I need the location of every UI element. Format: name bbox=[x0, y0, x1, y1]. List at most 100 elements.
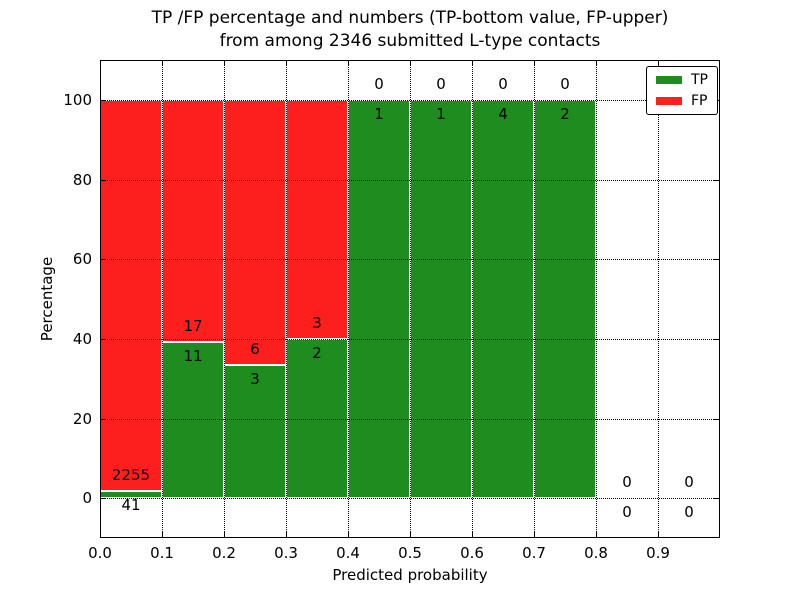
tp-bar bbox=[162, 341, 224, 499]
x-tick bbox=[286, 532, 287, 537]
x-axis-label: Predicted probability bbox=[332, 566, 488, 584]
x-tick bbox=[162, 61, 163, 66]
tp-count-label: 1 bbox=[436, 104, 446, 123]
gridline-x bbox=[224, 60, 225, 538]
legend-item-tp: TP bbox=[656, 73, 708, 87]
gridline-x bbox=[286, 60, 287, 538]
chart-title-line1: TP /FP percentage and numbers (TP-bottom… bbox=[151, 8, 669, 28]
tp-count-label: 11 bbox=[183, 346, 203, 365]
x-tick bbox=[472, 61, 473, 66]
x-tick-label: 0.7 bbox=[522, 544, 546, 562]
fp-count-label: 6 bbox=[250, 340, 260, 359]
tp-count-label: 0 bbox=[684, 503, 694, 522]
tp-bar bbox=[348, 99, 410, 499]
y-tick-label: 60 bbox=[72, 250, 92, 269]
fp-count-label: 17 bbox=[183, 316, 203, 335]
x-tick bbox=[286, 61, 287, 66]
y-tick bbox=[101, 498, 106, 500]
tp-bar bbox=[472, 99, 534, 499]
legend-item-fp: FP bbox=[656, 94, 708, 108]
tp-count-label: 4 bbox=[498, 104, 508, 123]
tp-bar bbox=[534, 99, 596, 499]
x-tick bbox=[596, 532, 597, 537]
fp-count-label: 2255 bbox=[111, 466, 151, 485]
x-tick bbox=[100, 532, 101, 537]
fp-color-swatch bbox=[656, 97, 682, 105]
y-tick-label: 0 bbox=[82, 489, 92, 508]
gridline-x bbox=[534, 60, 535, 538]
x-tick bbox=[410, 61, 411, 66]
fp-count-label: 0 bbox=[374, 74, 384, 93]
tp-count-label: 3 bbox=[250, 370, 260, 389]
y-tick bbox=[101, 418, 106, 420]
legend: TP FP bbox=[646, 66, 718, 115]
x-tick bbox=[348, 61, 349, 66]
x-tick bbox=[658, 61, 659, 66]
x-tick bbox=[100, 61, 101, 66]
legend-label-tp: TP bbox=[691, 72, 708, 88]
x-tick bbox=[348, 532, 349, 537]
tp-count-label: 0 bbox=[622, 503, 632, 522]
gridline-x bbox=[472, 60, 473, 538]
gridline-x bbox=[348, 60, 349, 538]
x-tick-label: 0.1 bbox=[150, 544, 174, 562]
tp-count-label: 41 bbox=[121, 495, 141, 514]
y-tick-label: 100 bbox=[63, 90, 92, 109]
fp-count-label: 0 bbox=[684, 473, 694, 492]
y-tick bbox=[714, 179, 719, 181]
x-tick-label: 0.8 bbox=[584, 544, 608, 562]
gridline-x bbox=[596, 60, 597, 538]
y-tick-label: 20 bbox=[72, 409, 92, 428]
tp-bar bbox=[224, 365, 286, 499]
tp-count-label: 2 bbox=[560, 104, 570, 123]
legend-label-fp: FP bbox=[691, 93, 708, 109]
y-tick bbox=[714, 338, 719, 340]
y-tick bbox=[101, 338, 106, 340]
x-tick-label: 0.0 bbox=[88, 544, 112, 562]
y-tick bbox=[714, 418, 719, 420]
x-tick-label: 0.2 bbox=[212, 544, 236, 562]
gridline-x bbox=[162, 60, 163, 538]
x-tick bbox=[534, 532, 535, 537]
chart-title-line2: from among 2346 submitted L-type contact… bbox=[219, 31, 601, 51]
x-tick bbox=[596, 61, 597, 66]
tp-bar bbox=[286, 338, 348, 499]
y-tick bbox=[101, 179, 106, 181]
gridline-x bbox=[410, 60, 411, 538]
tp-bar bbox=[410, 99, 472, 499]
x-tick-label: 0.6 bbox=[460, 544, 484, 562]
y-axis-label: Percentage bbox=[38, 256, 56, 342]
y-tick bbox=[714, 498, 719, 500]
fp-bar bbox=[100, 99, 162, 492]
x-tick-label: 0.5 bbox=[398, 544, 422, 562]
x-tick bbox=[472, 532, 473, 537]
fp-count-label: 3 bbox=[312, 313, 322, 332]
y-tick bbox=[714, 259, 719, 261]
tp-count-label: 2 bbox=[312, 343, 322, 362]
fp-count-label: 0 bbox=[498, 74, 508, 93]
y-tick bbox=[101, 99, 106, 101]
fp-bar bbox=[162, 99, 224, 342]
x-tick-label: 0.9 bbox=[646, 544, 670, 562]
x-tick bbox=[410, 532, 411, 537]
fp-count-label: 0 bbox=[436, 74, 446, 93]
tp-count-label: 1 bbox=[374, 104, 384, 123]
fp-count-label: 0 bbox=[622, 473, 632, 492]
x-tick bbox=[224, 532, 225, 537]
y-tick bbox=[101, 259, 106, 261]
y-tick-label: 80 bbox=[72, 170, 92, 189]
fp-bar bbox=[224, 99, 286, 366]
x-tick bbox=[534, 61, 535, 66]
gridline-x bbox=[100, 60, 101, 538]
fp-bar bbox=[286, 99, 348, 339]
chart-title: TP /FP percentage and numbers (TP-bottom… bbox=[100, 7, 720, 53]
x-tick bbox=[162, 532, 163, 537]
y-tick-label: 40 bbox=[72, 329, 92, 348]
x-tick-label: 0.4 bbox=[336, 544, 360, 562]
x-tick bbox=[658, 532, 659, 537]
gridline-x bbox=[658, 60, 659, 538]
x-tick bbox=[224, 61, 225, 66]
tp-color-swatch bbox=[656, 76, 682, 84]
x-tick-label: 0.3 bbox=[274, 544, 298, 562]
